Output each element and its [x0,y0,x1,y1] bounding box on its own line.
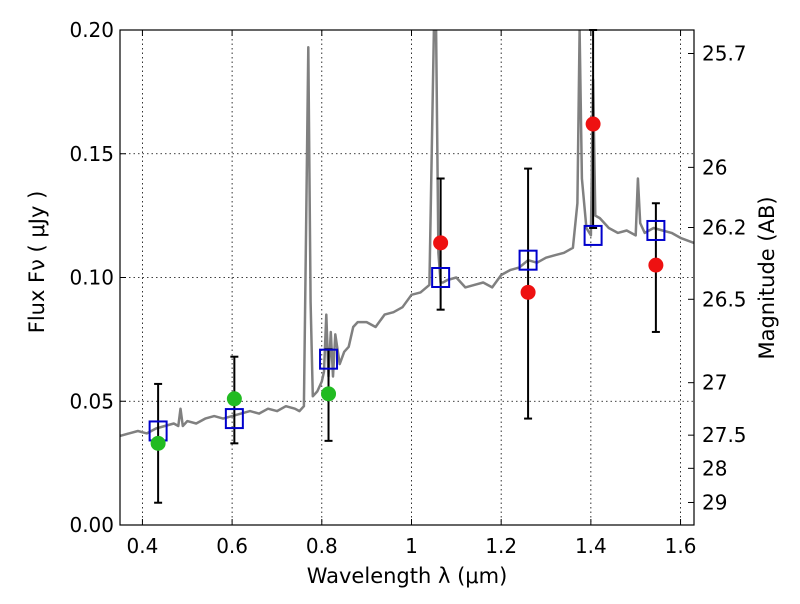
x-axis-title: Wavelength λ (μm) [307,564,508,588]
observed-flux-point [321,386,337,402]
x-tick-label: 1.4 [575,534,607,558]
magnitude-axis-title: Magnitude (AB) [755,196,779,359]
magnitude-tick-label: 29 [702,490,727,514]
model-photometry-square [518,249,538,271]
x-tick-label: 1 [405,534,418,558]
y-tick-label: 0.00 [69,513,114,537]
model-photometry-square [646,219,666,241]
errorbar-layer [154,29,660,504]
model-photometry-square [319,348,339,370]
observed-flux-point [585,116,601,132]
magnitude-tick-label: 27.5 [702,423,747,447]
magnitude-tick-label: 26 [702,155,727,179]
x-tick-label: 0.6 [216,534,248,558]
spectrum-line [120,30,694,438]
model-photometry-square [583,224,603,246]
y-axis-title: Flux Fν ( μJy ) [25,191,49,334]
magnitude-tick-label: 27 [702,371,727,395]
tick-layer: 0.4 0.6 0.8 1 1.2 1.4 1.6 0.00 0.05 0.10 0.15 0.20 2… [69,18,746,558]
y-tick-label: 0.15 [69,142,114,166]
observed-flux-point [648,257,664,273]
y-tick-label: 0.20 [69,18,114,42]
model-photometry-square [431,267,451,288]
point-layer [148,116,666,451]
x-tick-label: 1.2 [485,534,517,558]
model-photometry-square [224,408,244,430]
observed-flux-point [226,391,242,407]
magnitude-tick-label: 26.5 [702,287,747,311]
x-tick-label: 1.6 [665,534,697,558]
magnitude-tick-label: 25.7 [702,42,747,66]
magnitude-tick-label: 28 [702,456,727,480]
observed-flux-point [520,284,536,300]
y-tick-label: 0.10 [69,266,114,290]
observed-flux-point [150,435,166,451]
plot-area [120,30,694,438]
observed-flux-point [433,235,449,251]
x-tick-label: 0.8 [306,534,338,558]
grid-layer [120,30,694,525]
magnitude-tick-label: 26.2 [702,216,747,240]
y-tick-label: 0.05 [69,389,114,413]
x-tick-label: 0.4 [127,534,159,558]
